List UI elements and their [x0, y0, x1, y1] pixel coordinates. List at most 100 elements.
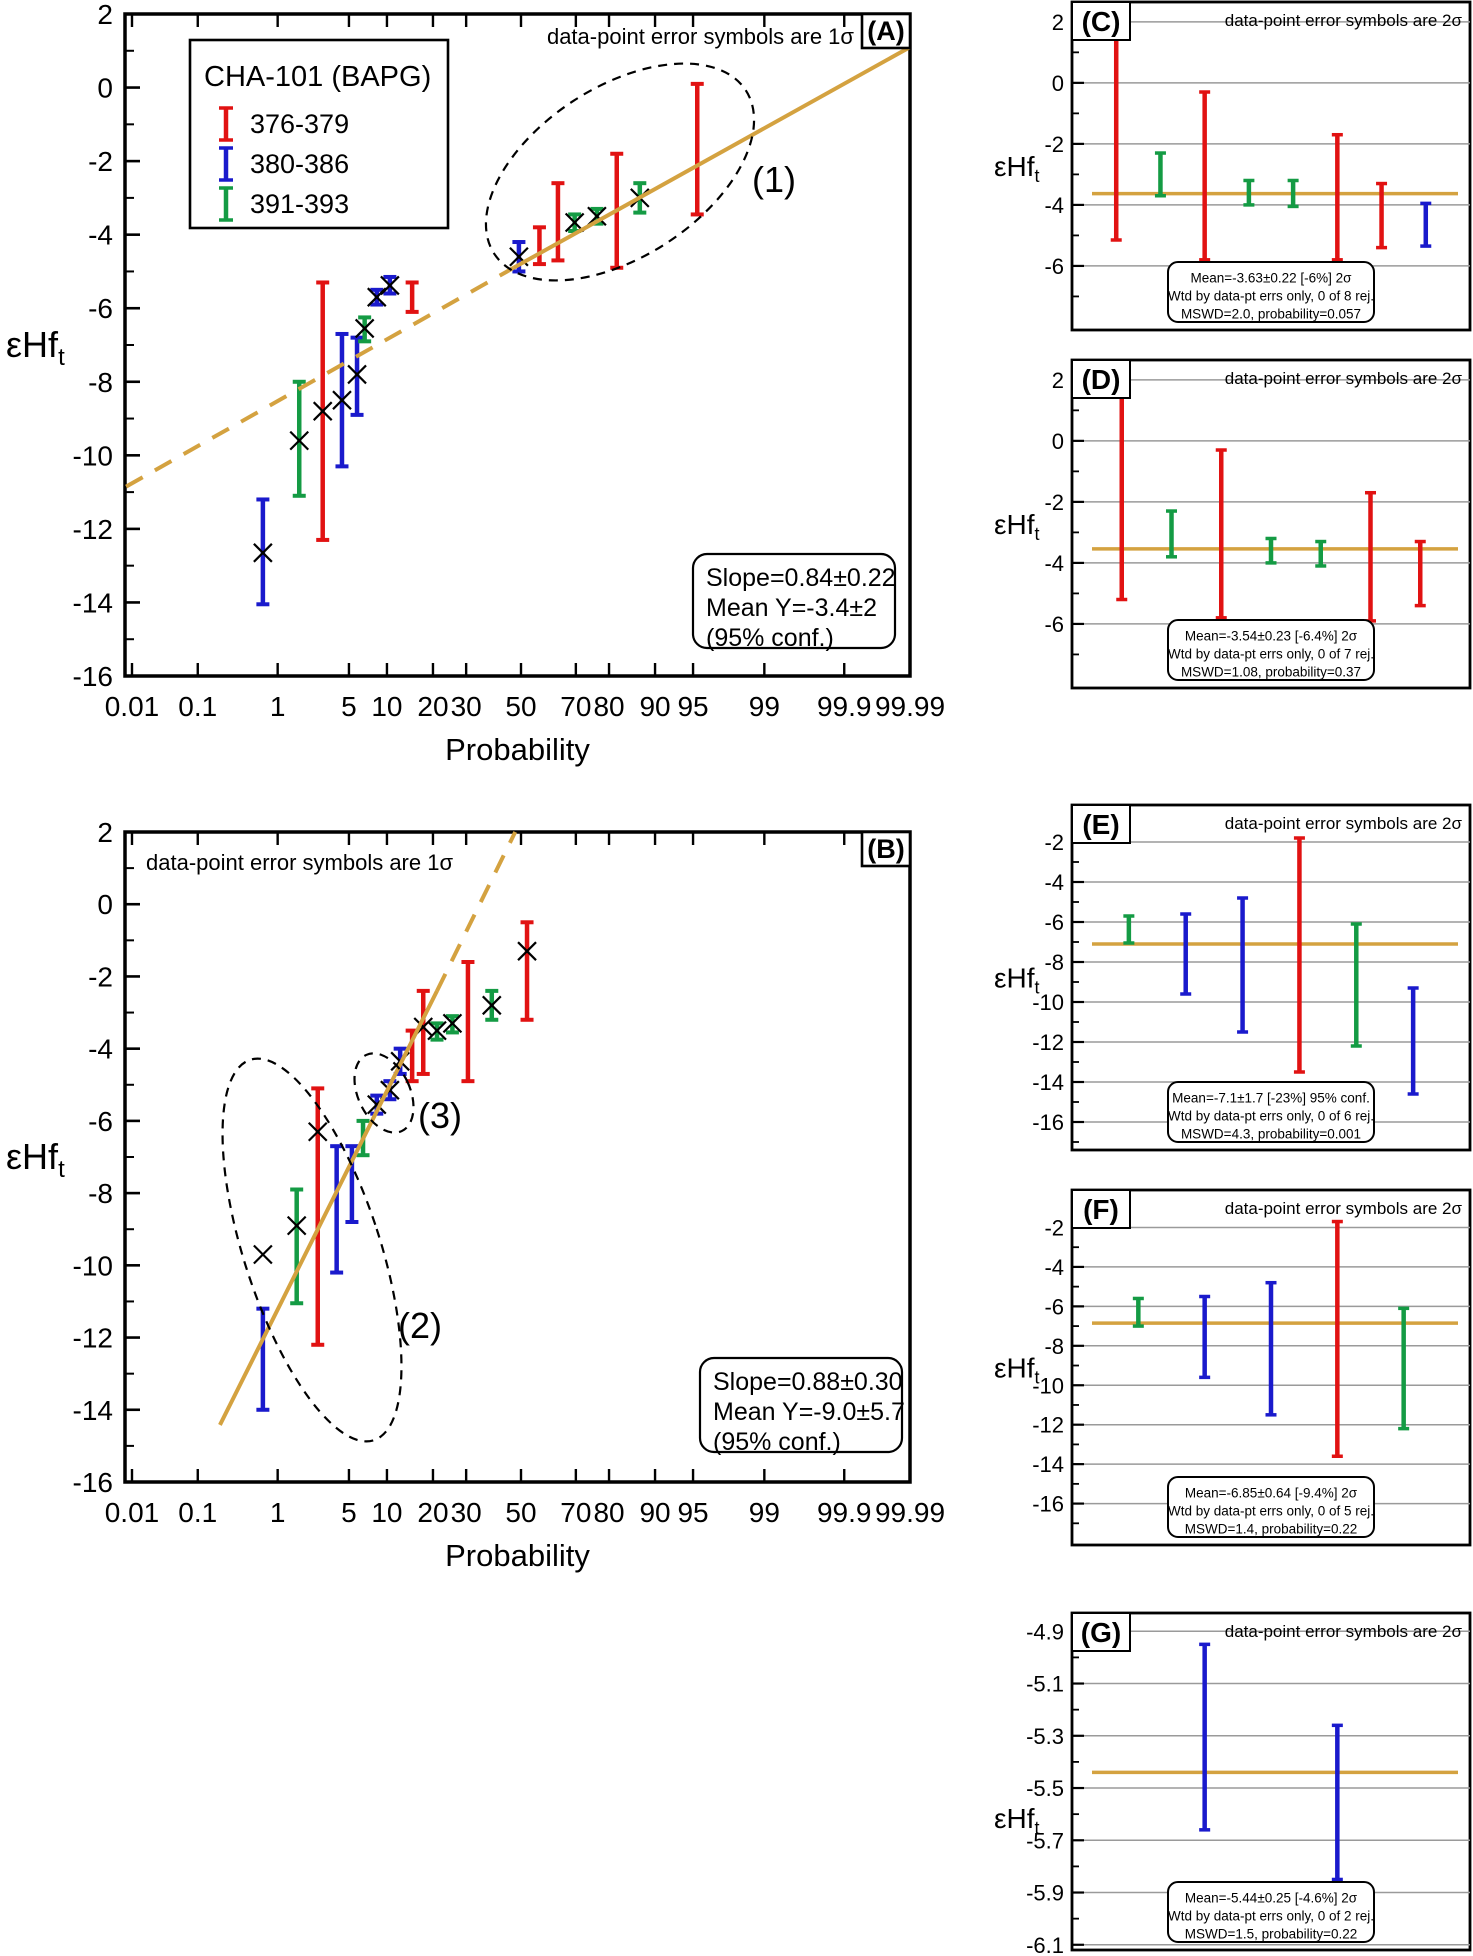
- error-bar: [219, 186, 233, 222]
- weighted-mean-plot-e: -2 -4 -6 -8 -10 -12 -14 -16 (E) data-point error …: [994, 803, 1472, 1152]
- panel-c-weighted-mean-plot: 2 0 -2 -4 -6 (C) data-point error symbols are …: [980, 0, 1473, 355]
- x-axis-title: Probability: [445, 1538, 590, 1573]
- x-marker: [253, 543, 273, 563]
- y-tick-label: -6: [1044, 612, 1064, 637]
- y-tick-label: 0: [97, 73, 113, 104]
- y-tick-label: -6: [1044, 254, 1064, 279]
- probability-plot-b: 20-2-4-6-8-10-12-14-160.01 0.1 1 5 10 20 30 50 7…: [6, 817, 945, 1573]
- x-marker: [442, 1013, 463, 1034]
- error-bar: [1315, 539, 1327, 568]
- y-tick-label: -10: [1032, 990, 1064, 1015]
- y-axis: 2 0 -2 -4 -6: [1044, 10, 1470, 298]
- panel-letter-text: (G): [1081, 1617, 1121, 1648]
- x-tick-label: 1: [270, 691, 286, 722]
- x-tick-label: 99: [749, 1497, 780, 1528]
- panel-letter-text: (F): [1083, 1194, 1119, 1225]
- y-axis: -4.9 -5.1 -5.3 -5.5 -5.7 -5.9 -6.1: [1026, 1619, 1470, 1956]
- x-tick-label: 70: [560, 691, 591, 722]
- panel-f-weighted-mean-plot: -2 -4 -6 -8 -10 -12 -14 -16 (F) data-point error …: [980, 1180, 1473, 1555]
- y-axis-label: εHft: [994, 509, 1040, 544]
- error-note: data-point error symbols are 2σ: [1225, 1199, 1463, 1218]
- y-tick-label: -5.1: [1026, 1672, 1064, 1697]
- y-tick-label: -16: [73, 661, 113, 692]
- panel-letter: (C): [1071, 1, 1131, 41]
- y-tick-label: -6: [1044, 910, 1064, 935]
- y-tick-label: -6.1: [1026, 1933, 1064, 1956]
- y-tick-label: -14: [1032, 1452, 1064, 1477]
- group-ellipse: [353, 1052, 415, 1134]
- panel-letter: (B): [860, 830, 912, 868]
- error-bar: [256, 1306, 270, 1412]
- stats-line: Wtd by data-pt errs only, 0 of 8 rej.: [1168, 289, 1374, 304]
- stats-box: Mean=-5.44±0.25 [-4.6%] 2σ Wtd by data-pt…: [1167, 1881, 1375, 1943]
- error-bar: [290, 1187, 304, 1306]
- y-axis-label: εHft: [994, 1803, 1040, 1838]
- stats-line: Mean=-5.44±0.25 [-4.6%] 2σ: [1185, 1891, 1358, 1906]
- y-tick-label: -12: [1032, 1030, 1064, 1055]
- y-tick-label: -2: [1044, 132, 1064, 157]
- stats-line: (95% conf.): [713, 1428, 841, 1456]
- data-points: [1132, 1219, 1410, 1458]
- error-bar: [416, 988, 430, 1076]
- x-marker: [312, 401, 333, 421]
- error-bar: [520, 920, 534, 1022]
- legend-entry-label: 376-379: [250, 109, 349, 139]
- stats-line: Mean Y=-3.4±2: [706, 594, 877, 622]
- error-bar: [1199, 1294, 1211, 1380]
- panel-letter-text: (C): [1082, 6, 1121, 37]
- error-bar: [532, 225, 546, 267]
- weighted-mean-plot-f: -2 -4 -6 -8 -10 -12 -14 -16 (F) data-point error …: [994, 1188, 1472, 1547]
- error-bar: [1331, 1723, 1343, 1882]
- data-points: [1116, 385, 1426, 623]
- legend: CHA-101 (BAPG) 376-379 380-386 391-393: [188, 38, 450, 230]
- group-label: (2): [398, 1305, 442, 1346]
- error-note: data-point error symbols are 1σ: [146, 850, 453, 875]
- x-tick-label: 0.1: [178, 1497, 217, 1528]
- error-bar: [1293, 836, 1305, 1074]
- stats-line: Wtd by data-pt errs only, 0 of 2 rej.: [1168, 1909, 1374, 1924]
- weighted-mean-plot-g: -4.9 -5.1 -5.3 -5.5 -5.7 -5.9 -6.1 (G) data-poin…: [994, 1611, 1472, 1956]
- x-tick-label: 99.9: [817, 691, 872, 722]
- trend-line: [125, 45, 911, 489]
- panel-g-weighted-mean-plot: -4.9 -5.1 -5.3 -5.5 -5.7 -5.9 -6.1 (G) data-poin…: [980, 1603, 1473, 1956]
- y-axis: -2 -4 -6 -8 -10 -12 -14 -16: [1032, 821, 1470, 1143]
- x-tick-label: 90: [639, 691, 670, 722]
- x-tick-label: 99.9: [817, 1497, 872, 1528]
- y-tick-label: -5.7: [1026, 1828, 1064, 1853]
- error-bar: [1331, 1219, 1343, 1458]
- y-tick-label: -12: [73, 514, 113, 545]
- probability-plot-a: 20-2-4-6-8-10-12-14-160.01 0.1 1 5 10 20 30 50 7…: [6, 0, 945, 767]
- y-tick-label: -4: [1044, 870, 1064, 895]
- stats-line: Mean=-3.63±0.22 [-6%] 2σ: [1191, 271, 1353, 286]
- panel-letter: (D): [1071, 359, 1131, 399]
- error-bar: [292, 379, 306, 498]
- y-tick-label: -6: [88, 293, 113, 324]
- y-tick-label: -16: [1032, 1492, 1064, 1517]
- panel-letter: (A): [860, 12, 912, 50]
- y-tick-label: -10: [73, 440, 113, 471]
- x-marker: [347, 364, 367, 385]
- y-tick-label: -2: [88, 146, 113, 177]
- panel-letter-text: (D): [1082, 364, 1121, 395]
- y-tick-label: -14: [1032, 1070, 1064, 1095]
- y-tick-label: -4: [88, 1034, 113, 1065]
- x-marker: [587, 206, 607, 227]
- stats-line: Mean=-6.85±0.64 [-9.4%] 2σ: [1185, 1486, 1358, 1501]
- error-bar: [1132, 1296, 1144, 1328]
- x-tick-label: 20: [417, 1497, 448, 1528]
- x-tick-label: 95: [677, 691, 708, 722]
- error-bar: [1199, 1642, 1211, 1832]
- y-tick-label: -16: [1032, 1110, 1064, 1135]
- stats-line: MSWD=2.0, probability=0.057: [1181, 307, 1361, 322]
- x-tick-label: 99.99: [875, 691, 945, 722]
- x-tick-label: 10: [371, 691, 402, 722]
- error-note: data-point error symbols are 2σ: [1225, 1622, 1463, 1641]
- weighted-mean-plot-c: 2 0 -2 -4 -6 (C) data-point error symbols are …: [994, 0, 1472, 332]
- error-bar: [461, 960, 475, 1084]
- y-axis: 2 0 -2 -4 -6 -8 -10 -12 -14 -16: [73, 817, 140, 1498]
- group-label: (3): [418, 1095, 462, 1136]
- error-bar: [1376, 181, 1388, 250]
